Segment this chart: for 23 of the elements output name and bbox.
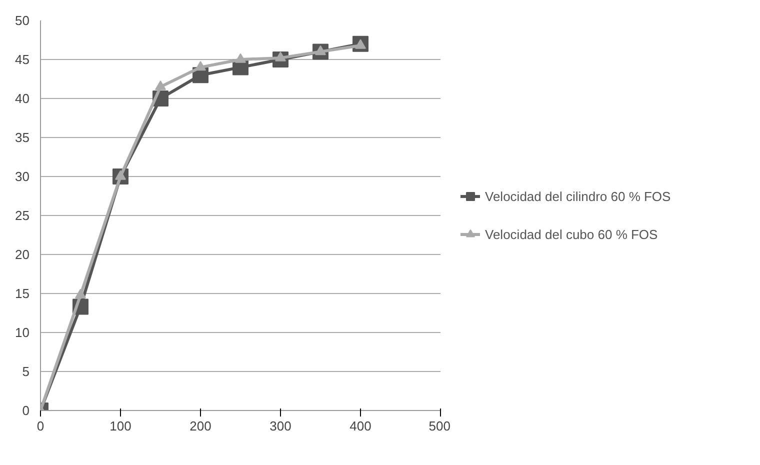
x-tick-label: 300 (270, 418, 292, 434)
legend-label: Velocidad del cubo 60 % FOS (485, 226, 658, 242)
y-tick-label: 40 (15, 91, 30, 106)
y-tick-label: 45 (15, 52, 30, 67)
x-tick-label: 500 (428, 418, 451, 434)
point (75, 288, 86, 298)
point (195, 61, 206, 71)
x-tick-label: 0 (36, 418, 44, 434)
legend-label: Velocidad del cilindro 60 % FOS (485, 188, 671, 204)
y-tick-label: 50 (15, 13, 30, 28)
point (235, 53, 246, 63)
y-tick-label: 5 (22, 364, 30, 379)
x-tick-label: 400 (350, 418, 372, 434)
y-tick-label: 20 (15, 247, 30, 262)
y-tick-label: 15 (15, 286, 30, 301)
point (155, 80, 166, 90)
y-tick-label: 10 (15, 325, 30, 340)
y-tick-label: 35 (15, 130, 30, 145)
y-tick-label: 30 (15, 169, 30, 184)
y-tick-label: 0 (22, 403, 30, 418)
x-tick-label: 100 (110, 418, 132, 434)
x-tick-label: 200 (190, 418, 212, 434)
y-tick-label: 25 (15, 208, 30, 223)
